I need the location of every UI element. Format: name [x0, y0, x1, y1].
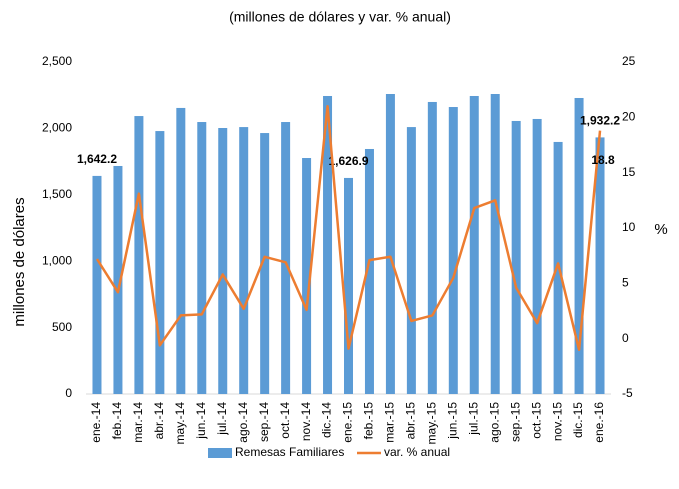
line [95, 105, 602, 351]
y-tick-label: 2,500 [42, 54, 72, 68]
bar [490, 94, 500, 395]
y2-tick-label: 15 [622, 165, 636, 179]
bar [574, 97, 584, 394]
bar [364, 148, 374, 394]
y-tick-label: 0 [65, 386, 72, 400]
data-label: 1,626.9 [328, 154, 368, 168]
x-tick-label: oct.-14 [278, 402, 292, 439]
bar [155, 131, 165, 394]
x-tick-label: dic.-14 [320, 402, 334, 438]
bar [113, 165, 123, 394]
bar [302, 158, 312, 394]
y2-tick-label: 25 [622, 54, 636, 68]
bar [406, 127, 416, 395]
x-tick-label: feb.-15 [362, 402, 376, 440]
x-tick-label: sep.-14 [257, 402, 271, 442]
bar [239, 127, 249, 395]
x-tick-label: jul.-15 [466, 402, 480, 436]
y-tick-label: 1,500 [42, 187, 72, 201]
x-tick-label: dic.-15 [571, 402, 585, 438]
x-tick-label: abr.-14 [152, 402, 166, 440]
x-tick-label: nov.-14 [299, 402, 313, 441]
y-tick-label: 500 [52, 320, 72, 334]
x-tick-label: jul.-14 [215, 402, 229, 436]
bar [281, 122, 291, 394]
bar [176, 107, 186, 395]
x-tick-label: sep.-15 [508, 402, 522, 442]
y2-tick-label: 0 [622, 331, 629, 345]
y2-tick-label: 20 [622, 110, 636, 124]
data-label: 1,932.2 [580, 114, 620, 128]
bar [595, 137, 605, 394]
x-tick-label: jun.-14 [194, 402, 208, 440]
x-tick-label: may.-14 [173, 402, 187, 445]
bar [134, 116, 144, 395]
bar [448, 107, 458, 395]
bar [469, 95, 479, 395]
legend-swatch [208, 448, 232, 458]
bar [344, 177, 353, 394]
x-tick-label: ene.-14 [89, 402, 103, 443]
bar [532, 118, 542, 395]
x-tick-label: feb.-14 [110, 402, 124, 440]
legend-label: var. % anual [384, 445, 450, 459]
x-tick-label: ago.-15 [487, 402, 501, 443]
x-tick-label: abr.-15 [404, 402, 418, 440]
x-tick-label: jun.-15 [445, 402, 459, 440]
y-tick-label: 2,000 [42, 121, 72, 135]
bar [218, 128, 228, 395]
bar [197, 122, 207, 394]
bar [260, 133, 270, 394]
x-tick-label: may.-15 [425, 402, 439, 445]
y-axis-label: millones de dólares [11, 197, 28, 326]
data-label: 1,642.2 [77, 152, 117, 166]
legend-label: Remesas Familiares [235, 445, 344, 459]
chart-title: (millones de dólares y var. % anual) [229, 9, 451, 25]
x-tick-label: mar.-14 [131, 402, 145, 443]
x-tick-label: ene.-16 [592, 402, 606, 443]
y2-tick-label: -5 [622, 386, 633, 400]
data-label: 18.8 [591, 153, 615, 167]
bar [92, 175, 102, 394]
x-tick-label: ene.-15 [341, 402, 355, 443]
bar [511, 120, 521, 395]
x-tick-label: oct.-15 [529, 402, 543, 439]
bar [323, 95, 333, 395]
y2-tick-label: 5 [622, 276, 629, 290]
x-tick-label: ago.-14 [236, 402, 250, 443]
x-tick-label: mar.-15 [383, 402, 397, 443]
y2-axis-label: % [654, 221, 667, 238]
y2-tick-label: 10 [622, 220, 636, 234]
bar [427, 101, 437, 394]
y-tick-label: 1,000 [42, 253, 72, 267]
bar [385, 94, 395, 395]
x-tick-label: nov.-15 [550, 402, 564, 441]
